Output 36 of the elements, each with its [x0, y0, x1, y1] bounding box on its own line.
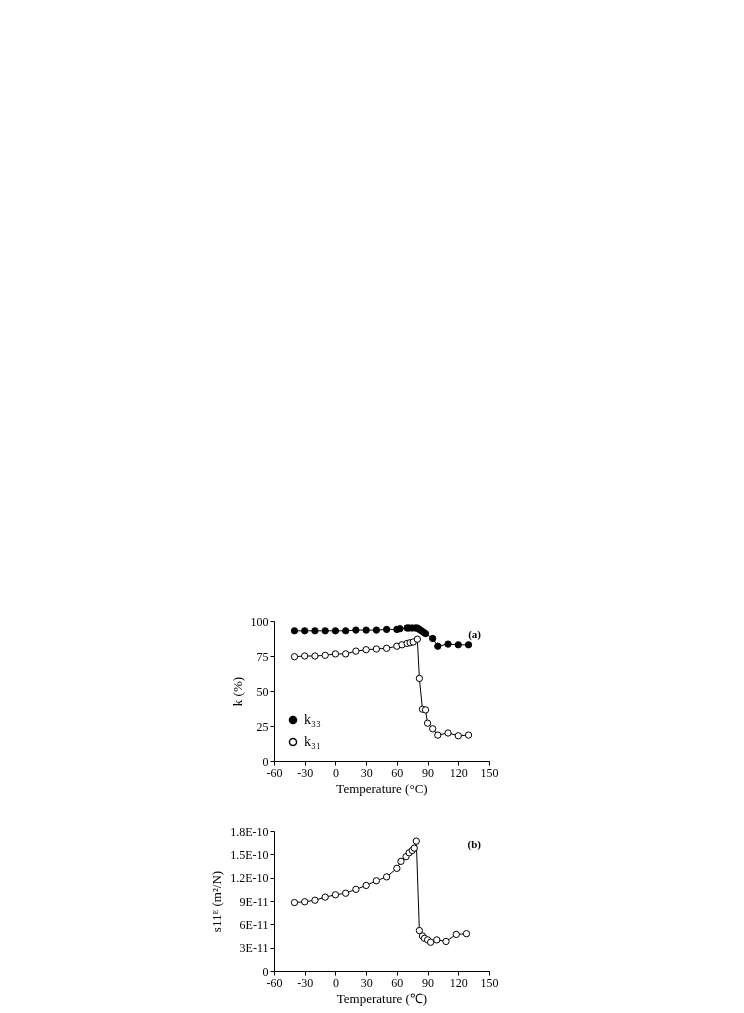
y-tick-label: 100 [250, 614, 269, 629]
y-tick-label: 1.5E-10 [230, 847, 269, 862]
y-tick-label: 3E-11 [239, 941, 269, 956]
y-tick-label: 6E-11 [239, 917, 269, 932]
y-tick-label: 1.8E-10 [230, 824, 269, 839]
annotation: (b) [467, 838, 482, 851]
x-axis-title: Temperature (°C) [336, 780, 428, 796]
y-axis-title: k (%) [229, 676, 245, 707]
x-tick-label: 0 [332, 765, 339, 780]
x-tick-label: 60 [391, 765, 404, 780]
x-tick-label: 120 [449, 765, 468, 780]
x-tick-label: 60 [391, 975, 404, 990]
x-tick-label: 90 [422, 975, 435, 990]
x-axis-title: Temperature (℃) [336, 990, 428, 1006]
x-tick-label: 120 [449, 975, 468, 990]
y-tick-label: 1.2E-10 [230, 871, 269, 886]
legend-label: k₃₃ [304, 712, 321, 727]
x-tick-label: -60 [266, 975, 283, 990]
y-tick-label: 0 [262, 754, 269, 769]
y-tick-label: 9E-11 [239, 894, 269, 909]
y-tick-label: 0 [262, 964, 269, 979]
x-tick-label: -60 [266, 765, 283, 780]
y-tick-label: 75 [256, 649, 269, 664]
x-tick-label: 150 [480, 765, 499, 780]
x-tick-label: 0 [332, 975, 339, 990]
x-tick-label: 90 [422, 765, 435, 780]
legend-label: k₃₁ [304, 734, 321, 749]
x-tick-label: 30 [360, 975, 373, 990]
y-axis-title: s11ᴱ (m²/N) [209, 870, 225, 933]
x-tick-label: -30 [297, 765, 314, 780]
x-tick-label: -30 [297, 975, 314, 990]
y-tick-label: 50 [256, 684, 269, 699]
y-tick-label: 25 [256, 719, 269, 734]
x-tick-label: 30 [360, 765, 373, 780]
annotation: (a) [468, 628, 482, 641]
x-tick-label: 150 [480, 975, 499, 990]
